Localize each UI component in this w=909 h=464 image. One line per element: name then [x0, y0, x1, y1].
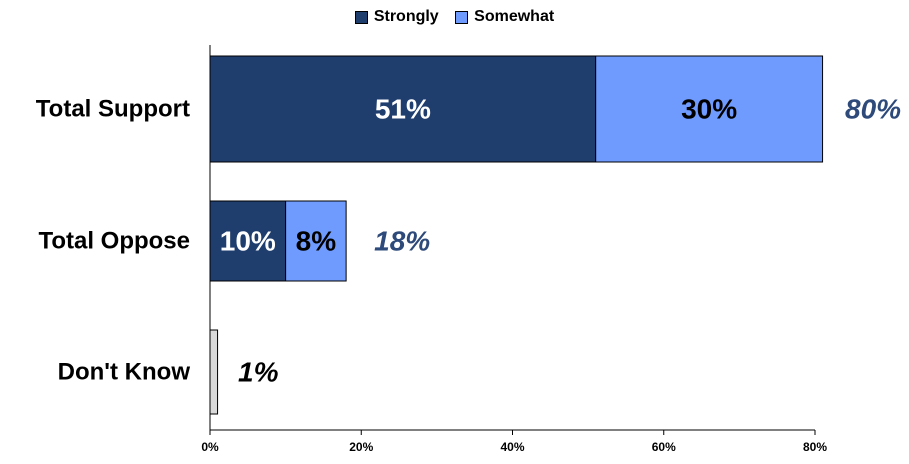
- bar-segment: [209, 55, 597, 163]
- total-label: 18%: [374, 226, 430, 257]
- x-tick-label: 40%: [500, 440, 524, 454]
- category-label: Total Oppose: [38, 228, 190, 255]
- data-label: 30%: [681, 94, 737, 125]
- legend-label-strongly: Strongly: [373, 8, 439, 25]
- x-tick-label: 20%: [349, 440, 373, 454]
- legend-label-somewhat: Somewhat: [474, 8, 555, 25]
- legend: Strongly Somewhat: [0, 8, 909, 29]
- category-label: Don't Know: [58, 359, 191, 386]
- category-label: Total Support: [36, 96, 190, 123]
- x-tick-label: 60%: [652, 440, 676, 454]
- legend-item-somewhat: Somewhat: [455, 8, 554, 26]
- data-label: 8%: [296, 226, 337, 257]
- total-label: 1%: [238, 357, 279, 388]
- bar-segment: [595, 55, 824, 163]
- legend-swatch-somewhat: [455, 10, 469, 24]
- legend-swatch-strongly: [354, 10, 368, 24]
- data-label: 51%: [375, 94, 431, 125]
- data-label: 10%: [220, 226, 276, 257]
- bar-segment: [209, 200, 287, 282]
- bar-segment: [209, 329, 219, 415]
- bar-segment: [285, 200, 347, 282]
- total-label: 80%: [845, 94, 901, 125]
- x-tick-label: 80%: [803, 440, 827, 454]
- legend-item-strongly: Strongly: [354, 8, 439, 26]
- x-tick-label: 0%: [201, 440, 219, 454]
